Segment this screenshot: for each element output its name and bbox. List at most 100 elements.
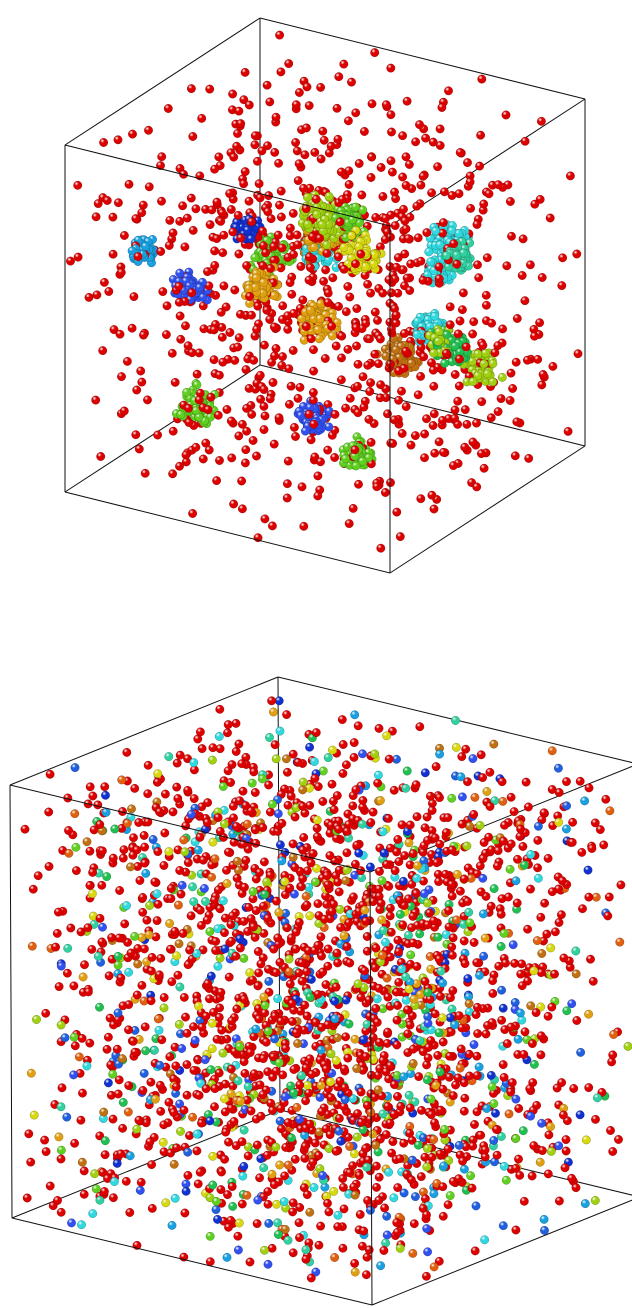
- particle: [524, 803, 532, 811]
- particle: [215, 371, 223, 379]
- particle: [285, 59, 293, 67]
- particle: [458, 306, 466, 314]
- particle: [538, 273, 546, 281]
- particle: [341, 404, 349, 412]
- particle: [540, 899, 548, 907]
- particle: [406, 1104, 414, 1112]
- particle: [165, 752, 173, 760]
- particle: [545, 1131, 553, 1139]
- particle: [377, 163, 385, 171]
- particle: [237, 234, 245, 242]
- particle: [466, 204, 474, 212]
- particle: [335, 73, 343, 81]
- particle: [70, 982, 78, 990]
- particle: [520, 1050, 528, 1058]
- particle: [271, 148, 279, 156]
- particle: [310, 420, 318, 428]
- particle: [246, 969, 254, 977]
- particle: [219, 782, 227, 790]
- particle: [327, 1050, 335, 1058]
- particle: [301, 1001, 309, 1009]
- particle: [429, 421, 437, 429]
- particle: [133, 1125, 141, 1133]
- particle: [114, 136, 122, 144]
- particle: [169, 427, 177, 435]
- particle: [286, 224, 294, 232]
- particle: [424, 1019, 432, 1027]
- particle: [395, 857, 403, 865]
- particle: [341, 1033, 349, 1041]
- particle: [244, 903, 252, 911]
- particle: [429, 349, 437, 357]
- particle: [353, 841, 361, 849]
- particle: [513, 899, 521, 907]
- particle: [287, 792, 295, 800]
- particle: [452, 743, 460, 751]
- particle: [166, 216, 174, 224]
- particle: [408, 1156, 416, 1164]
- particle: [312, 195, 320, 203]
- particle: [168, 470, 176, 478]
- particle: [544, 854, 552, 862]
- particle: [414, 1141, 422, 1149]
- particle: [243, 226, 251, 234]
- particle: [101, 1137, 109, 1145]
- particle: [339, 1174, 347, 1182]
- particle: [257, 1112, 265, 1120]
- particle: [229, 1202, 237, 1210]
- particle: [67, 924, 75, 932]
- particle: [144, 126, 152, 134]
- particle: [195, 283, 203, 291]
- particle: [354, 360, 362, 368]
- particle: [521, 297, 529, 305]
- particle: [228, 454, 236, 462]
- particle: [198, 744, 206, 752]
- particle: [452, 916, 460, 924]
- particle: [291, 863, 299, 871]
- particle: [306, 912, 314, 920]
- particle: [431, 449, 439, 457]
- particle: [497, 910, 505, 918]
- particle: [455, 1012, 463, 1020]
- particle: [624, 1042, 632, 1050]
- particle: [341, 1095, 349, 1103]
- particle: [237, 477, 245, 485]
- particle: [357, 1118, 365, 1126]
- particle: [392, 311, 400, 319]
- particle: [300, 833, 308, 841]
- particle: [235, 740, 243, 748]
- particle: [435, 955, 443, 963]
- particle: [277, 1125, 285, 1133]
- particle: [307, 975, 315, 983]
- particle: [366, 1206, 374, 1214]
- particle: [497, 942, 505, 950]
- particle: [148, 1204, 156, 1212]
- particle: [229, 500, 237, 508]
- particle: [387, 64, 395, 72]
- particle: [473, 1052, 481, 1060]
- particle: [413, 962, 421, 970]
- particle: [328, 746, 336, 754]
- particle: [413, 862, 421, 870]
- particle: [219, 358, 227, 366]
- particle: [346, 394, 354, 402]
- particle: [473, 1071, 481, 1079]
- particle: [200, 884, 208, 892]
- particle: [555, 1197, 563, 1205]
- particle: [468, 330, 476, 338]
- particle: [450, 414, 458, 422]
- particle: [160, 993, 168, 1001]
- particle: [244, 1152, 252, 1160]
- particle: [585, 1083, 593, 1091]
- particle: [382, 732, 390, 740]
- particle: [227, 937, 235, 945]
- particle: [562, 825, 570, 833]
- particle: [379, 926, 387, 934]
- particle: [479, 341, 487, 349]
- particle: [231, 286, 239, 294]
- particle: [58, 1084, 66, 1092]
- particle: [252, 325, 260, 333]
- particle: [239, 787, 247, 795]
- particle: [303, 193, 311, 201]
- particle: [606, 807, 614, 815]
